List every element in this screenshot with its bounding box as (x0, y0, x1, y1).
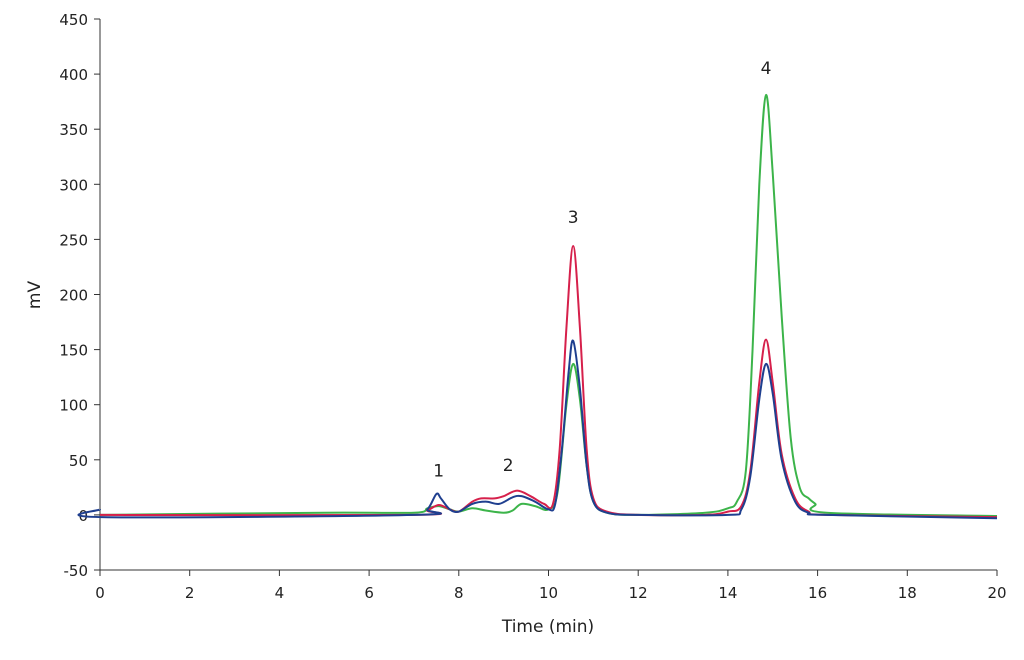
series-line-1 (99, 94, 998, 518)
x-tick-label: 20 (987, 584, 1006, 602)
peak-label: 3 (568, 208, 579, 228)
y-tick-label: 150 (59, 342, 88, 360)
x-tick-label: 2 (185, 584, 195, 602)
y-tick-label: 300 (59, 176, 88, 194)
y-axis-label: mV (25, 281, 45, 310)
series-line-2 (99, 245, 998, 519)
series-line-3 (77, 339, 998, 520)
series-group (77, 94, 998, 520)
x-tick-label: 12 (629, 584, 648, 602)
y-tick-label: 350 (59, 121, 88, 139)
x-tick-label: 16 (808, 584, 827, 602)
y-tick-label: 250 (59, 231, 88, 249)
y-tick-label: 50 (69, 452, 88, 470)
x-tick-label: 4 (275, 584, 285, 602)
y-tick-label: 100 (59, 397, 88, 415)
peak-label: 1 (433, 461, 444, 481)
x-tick-label: 18 (898, 584, 917, 602)
x-axis-label: Time (min) (501, 617, 594, 637)
y-tick-label: -50 (64, 562, 89, 580)
x-tick-label: 0 (95, 584, 105, 602)
y-tick-label: 400 (59, 66, 88, 84)
x-tick-label: 14 (718, 584, 737, 602)
y-tick-label: 200 (59, 287, 88, 305)
annotations: 1 2 3 4 (433, 59, 771, 481)
peak-label: 2 (503, 456, 514, 476)
peak-label: 4 (761, 59, 772, 79)
x-tick-label: 8 (454, 584, 464, 602)
x-tick-label: 10 (539, 584, 558, 602)
x-tick-label: 6 (364, 584, 374, 602)
y-tick-label: 450 (59, 11, 88, 29)
